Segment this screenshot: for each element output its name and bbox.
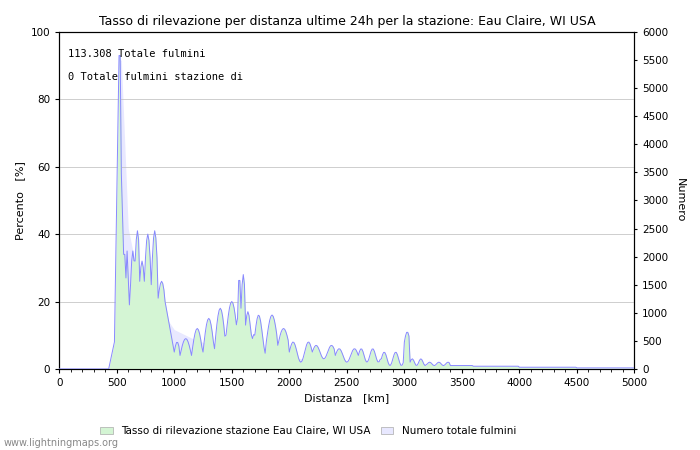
X-axis label: Distanza   [km]: Distanza [km] — [304, 393, 389, 404]
Y-axis label: Numero: Numero — [675, 178, 685, 223]
Text: 0 Totale fulmini stazione di: 0 Totale fulmini stazione di — [68, 72, 243, 82]
Text: 113.308 Totale fulmini: 113.308 Totale fulmini — [68, 49, 205, 59]
Text: www.lightningmaps.org: www.lightningmaps.org — [4, 438, 118, 448]
Legend: Tasso di rilevazione stazione Eau Claire, WI USA, Numero totale fulmini: Tasso di rilevazione stazione Eau Claire… — [96, 422, 520, 440]
Title: Tasso di rilevazione per distanza ultime 24h per la stazione: Eau Claire, WI USA: Tasso di rilevazione per distanza ultime… — [99, 15, 595, 28]
Y-axis label: Percento   [%]: Percento [%] — [15, 161, 25, 240]
